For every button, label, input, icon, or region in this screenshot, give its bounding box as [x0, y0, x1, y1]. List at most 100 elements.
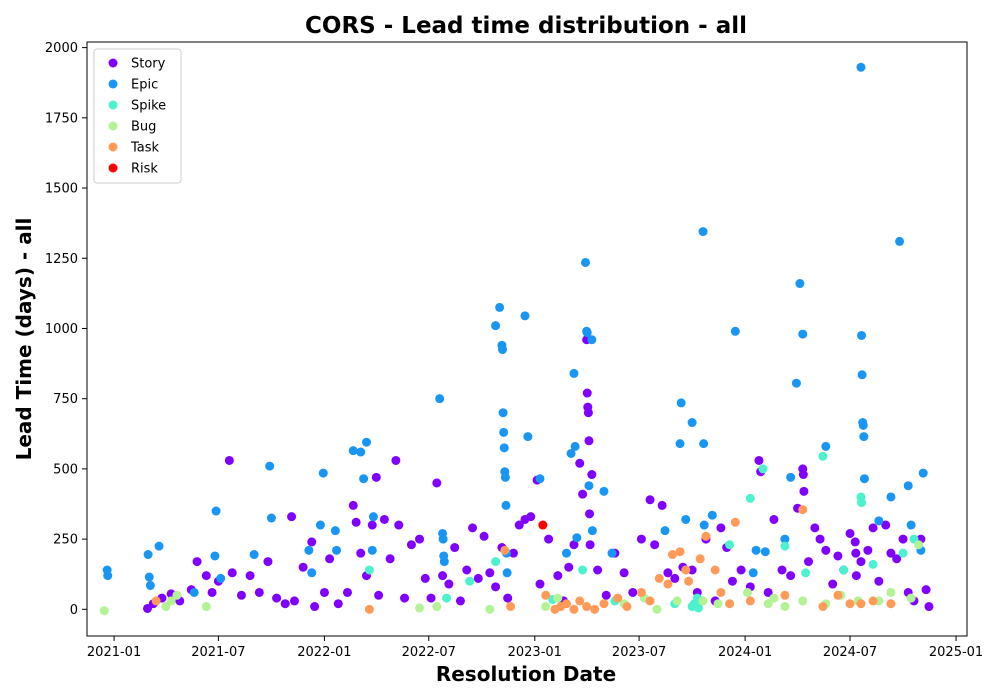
- point-epic: [791, 378, 801, 388]
- point-story: [289, 596, 299, 606]
- point-story: [585, 509, 595, 519]
- point-bug: [672, 596, 682, 606]
- point-epic: [730, 326, 740, 336]
- point-task: [684, 576, 694, 586]
- point-bug: [432, 602, 442, 612]
- point-story: [585, 540, 595, 550]
- point-epic: [438, 534, 448, 544]
- point-story: [485, 568, 495, 578]
- point-task: [780, 590, 790, 600]
- point-epic: [315, 520, 325, 530]
- point-spike: [801, 568, 811, 578]
- point-spike: [491, 557, 501, 567]
- point-spike: [758, 464, 768, 474]
- point-epic: [330, 526, 340, 536]
- point-task: [856, 599, 866, 609]
- point-story: [769, 514, 779, 524]
- point-epic: [918, 468, 928, 478]
- legend-marker-risk: [108, 163, 118, 173]
- point-bug: [914, 540, 924, 550]
- point-story: [391, 455, 401, 465]
- point-story: [670, 573, 680, 583]
- point-story: [227, 568, 237, 578]
- point-story: [455, 596, 465, 606]
- point-task: [590, 604, 600, 614]
- point-story: [254, 587, 264, 597]
- point-story: [828, 579, 838, 589]
- point-story: [687, 565, 697, 575]
- point-story: [810, 523, 820, 533]
- point-epic: [570, 441, 580, 451]
- point-story: [280, 599, 290, 609]
- point-story: [356, 548, 366, 558]
- point-epic: [500, 472, 510, 482]
- point-spike: [442, 593, 452, 603]
- point-story: [374, 590, 384, 600]
- x-tick-label: 2021-01: [87, 645, 141, 660]
- point-task: [798, 505, 808, 515]
- point-epic: [798, 329, 808, 339]
- x-tick-label: 2023-01: [508, 645, 562, 660]
- point-epic: [660, 526, 670, 536]
- point-spike: [839, 565, 849, 575]
- point-task: [582, 602, 592, 612]
- point-story: [394, 520, 404, 530]
- points-layer: [99, 62, 934, 616]
- point-task: [716, 587, 726, 597]
- point-epic: [566, 448, 576, 458]
- legend-marker-epic: [108, 79, 118, 89]
- point-task: [675, 547, 685, 557]
- point-task: [681, 565, 691, 575]
- point-epic: [580, 257, 590, 267]
- x-tick-label: 2022-07: [402, 645, 456, 660]
- legend: Story Epic Spike Bug Task Risk: [93, 48, 182, 184]
- point-bug: [172, 590, 182, 600]
- point-epic: [760, 547, 770, 557]
- point-bug: [886, 587, 896, 597]
- point-story: [874, 576, 884, 586]
- legend-label-story: Story: [131, 57, 166, 72]
- point-bug: [906, 593, 916, 603]
- point-bug: [99, 606, 109, 616]
- legend-marker-story: [108, 58, 118, 68]
- point-epic: [599, 486, 609, 496]
- point-epic: [587, 335, 597, 345]
- point-bug: [652, 604, 662, 614]
- point-task: [561, 599, 571, 609]
- point-bug: [763, 599, 773, 609]
- point-epic: [435, 394, 445, 404]
- point-story: [850, 537, 860, 547]
- x-tick-label: 2025-01: [929, 645, 983, 660]
- point-story: [245, 571, 255, 581]
- point-task: [725, 599, 735, 609]
- x-tick-label: 2021-07: [191, 645, 245, 660]
- point-spike: [818, 451, 828, 461]
- point-story: [479, 531, 489, 541]
- point-story: [192, 557, 202, 567]
- point-spike: [465, 576, 475, 586]
- point-story: [406, 540, 416, 550]
- legend-marker-bug: [108, 121, 118, 131]
- legend-label-bug: Bug: [131, 120, 156, 135]
- point-epic: [572, 533, 582, 543]
- point-task: [575, 596, 585, 606]
- point-task: [622, 602, 632, 612]
- point-epic: [859, 474, 869, 484]
- point-story: [736, 565, 746, 575]
- point-epic: [498, 408, 508, 418]
- point-epic: [499, 427, 509, 437]
- y-axis-label: Lead Time (days) - all: [12, 218, 36, 461]
- point-epic: [857, 370, 867, 380]
- point-epic: [535, 474, 545, 484]
- point-bug: [415, 603, 425, 613]
- point-story: [526, 512, 536, 522]
- y-tick-label: 500: [53, 462, 78, 477]
- point-story: [342, 587, 352, 597]
- point-spike: [578, 565, 588, 575]
- point-epic: [582, 328, 592, 338]
- point-spike: [745, 493, 755, 503]
- point-epic: [886, 492, 896, 502]
- chart-title: CORS - Lead time distribution - all: [305, 13, 747, 39]
